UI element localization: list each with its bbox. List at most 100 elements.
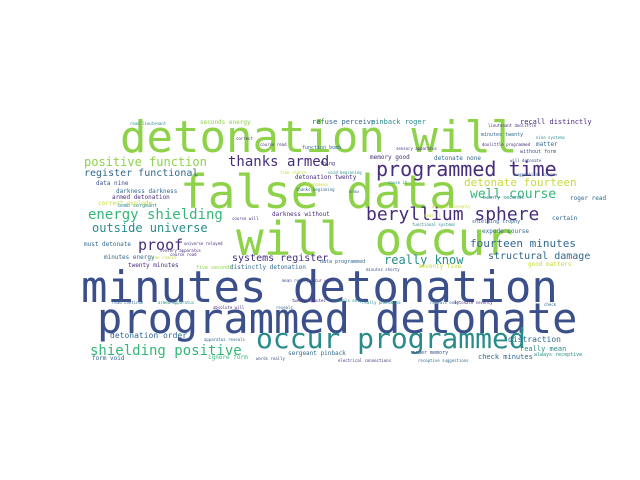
word: darkness without <box>272 211 330 218</box>
word: shielding positive <box>90 343 242 359</box>
word: twenty minutes <box>128 262 179 269</box>
word: ignore form <box>208 354 248 361</box>
word: positive function <box>84 155 207 169</box>
word: detonate seventy <box>454 300 493 305</box>
word: order memory <box>412 350 449 356</box>
word: time chance <box>150 255 177 260</box>
word: correct <box>236 136 253 141</box>
word: roger read <box>570 195 607 202</box>
word: energy shielding <box>88 207 223 223</box>
word: five seconds <box>196 265 233 271</box>
word: really phenomena <box>362 300 401 305</box>
word: false data <box>180 165 457 219</box>
word: minutes detonation <box>81 262 558 313</box>
word: electrical connections <box>338 358 391 363</box>
word: beryllium sphere <box>366 204 540 225</box>
word: correct explode <box>98 200 153 207</box>
word: detonate fourteen <box>464 176 577 189</box>
word: distinctly detonation <box>230 264 306 271</box>
word: systems register <box>232 253 329 264</box>
word: armed apparatus <box>158 300 195 305</box>
word: read lieutenant <box>130 121 167 126</box>
word: expode course <box>482 228 529 235</box>
word: minutes energy <box>104 254 155 261</box>
word: distraction <box>508 335 561 344</box>
word: certain <box>552 215 578 222</box>
word: register functional <box>84 168 199 179</box>
word: sensory apparatus <box>396 146 437 151</box>
word: memory good <box>370 154 410 161</box>
word: will occur <box>236 212 513 266</box>
word: detonate seventy <box>432 204 471 209</box>
word: phenomena <box>306 182 328 187</box>
word: sensory apparatus <box>160 248 201 253</box>
word: course will <box>232 216 259 221</box>
word: nine systems <box>536 135 565 140</box>
word: fourteen minutes <box>470 237 576 250</box>
word: check minutes <box>478 353 533 361</box>
word: mean really <box>282 278 309 283</box>
word: cause it <box>388 180 408 185</box>
word: without form <box>520 149 557 155</box>
word: programmed detonate <box>97 294 578 343</box>
word: reveals only <box>430 300 459 305</box>
word: read continue <box>112 300 144 305</box>
word: absolute will <box>213 305 245 310</box>
word: must detonate <box>84 241 131 248</box>
word: detonate none <box>434 155 481 162</box>
word: course read <box>260 142 287 147</box>
word: darkness darkness <box>116 188 178 195</box>
word: detonation will <box>120 112 518 163</box>
word: minutes shorty <box>366 267 400 272</box>
word: course read <box>170 252 197 257</box>
word: reveals only <box>333 298 362 303</box>
word: time chance <box>280 170 307 175</box>
word: thanks armed <box>228 154 330 170</box>
word: pinback roger <box>371 118 426 126</box>
word: words really <box>256 356 285 361</box>
word: know <box>349 189 359 194</box>
word: data nine <box>96 180 129 187</box>
word: functional systems <box>412 222 456 227</box>
word: seconds energy <box>200 119 251 126</box>
word: shielding trophy <box>472 219 521 225</box>
word: twenty seconds <box>482 195 525 201</box>
word: occur programmed <box>256 322 526 355</box>
word: sergeant pinback <box>288 350 346 357</box>
word: recall distinctly <box>520 118 592 126</box>
word: structural damage <box>488 251 591 262</box>
word: well course <box>470 187 557 202</box>
word: good matters <box>528 261 572 268</box>
word: data programmed <box>320 259 366 265</box>
word: armed detonation <box>112 194 170 201</box>
word: check <box>544 302 557 307</box>
word: will detonate <box>510 158 542 163</box>
word: doolittle programmed <box>482 142 531 147</box>
word: thing <box>320 161 336 167</box>
word: form void <box>92 355 125 362</box>
word: twenty minutes <box>292 298 326 303</box>
word: proof <box>138 236 184 254</box>
word: receptive suggestions <box>418 358 469 363</box>
word: detonation twenty <box>295 174 357 181</box>
word: really know <box>384 253 464 267</box>
word: seventy five <box>418 263 462 270</box>
word: refuse perceive <box>312 118 376 126</box>
word: minutes twenty <box>481 132 524 138</box>
word: void beginning <box>328 170 362 175</box>
word: reveals <box>276 305 293 310</box>
word: thanks beginning <box>296 187 335 192</box>
word: apparatus reveals <box>204 337 245 342</box>
word: made it <box>424 213 441 218</box>
word: detonation order <box>110 331 188 340</box>
word: bomb sergeant <box>118 203 158 209</box>
word: function bomb <box>302 145 342 151</box>
word: matter <box>536 141 558 148</box>
word: outside universe <box>92 221 208 235</box>
word: universe relayed <box>184 241 223 246</box>
word: occur will <box>310 278 335 283</box>
word: programmed time <box>376 157 557 181</box>
word: always receptive <box>534 352 583 358</box>
word: lieutenant doolittle <box>488 123 537 128</box>
